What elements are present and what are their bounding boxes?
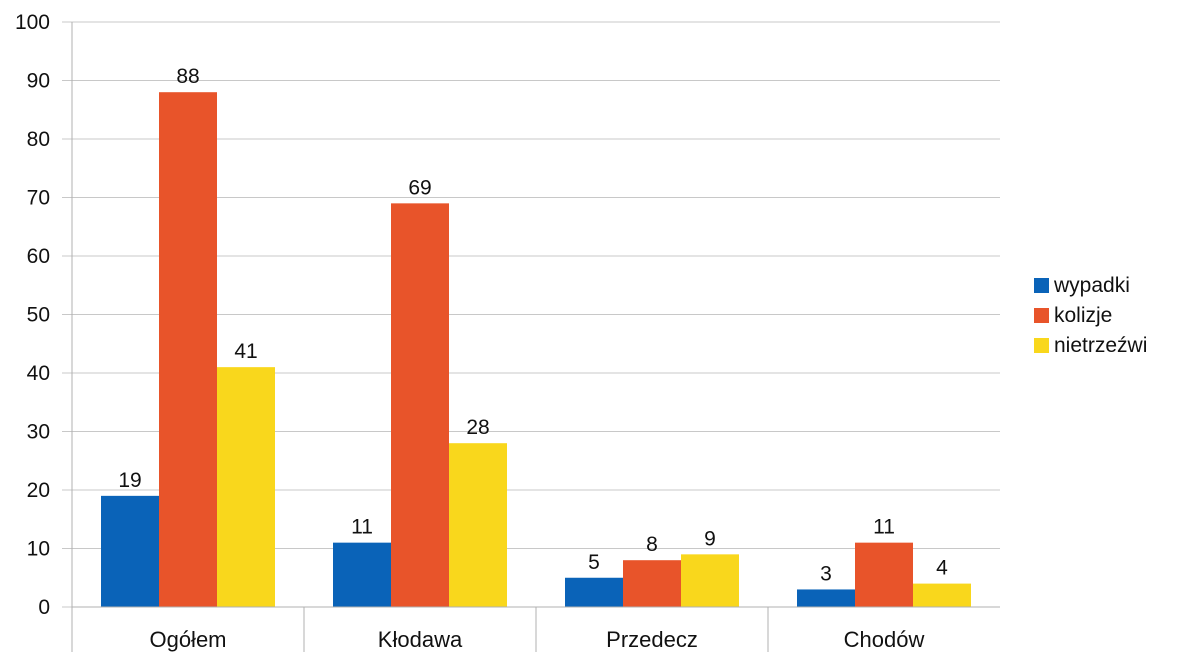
- data-label: 11: [351, 516, 373, 539]
- y-axis-tick-labels: 0 10 20 30 40 50 60 70 80 90 100: [15, 11, 50, 619]
- legend-label: wypadki: [1053, 274, 1130, 297]
- bar-wypadki-Chodów: [797, 589, 855, 607]
- x-category-label: Ogółem: [149, 627, 226, 652]
- y-tick-label: 0: [38, 596, 50, 619]
- data-label: 19: [118, 469, 141, 492]
- y-tick-label: 80: [27, 128, 50, 151]
- bar-nietrzeźwi-Ogółem: [217, 367, 275, 607]
- x-axis: Ogółem Kłodawa Przedecz Chodów: [71, 22, 1000, 652]
- bar-wypadki-Ogółem: [101, 495, 159, 607]
- x-category-label: Przedecz: [606, 627, 698, 652]
- legend-swatch-wypadki: [1034, 278, 1049, 293]
- data-label: 11: [873, 516, 895, 539]
- y-tick-label: 20: [27, 479, 50, 502]
- data-label: 5: [588, 551, 600, 574]
- y-tick-label: 60: [27, 245, 50, 268]
- legend-label: nietrzeźwi: [1054, 334, 1147, 357]
- x-category-label: Kłodawa: [378, 627, 463, 652]
- bar-nietrzeźwi-Przedecz: [681, 554, 739, 607]
- y-tick-label: 70: [27, 187, 50, 210]
- data-label: 3: [820, 562, 832, 585]
- legend-label: kolizje: [1054, 304, 1112, 327]
- legend-swatch-kolizje: [1034, 308, 1049, 323]
- bar-wypadki-Kłodawa: [333, 542, 391, 607]
- data-label: 8: [646, 533, 658, 556]
- bar-kolizje-Chodów: [855, 542, 913, 607]
- y-tick-label: 50: [27, 304, 50, 327]
- data-label: 69: [408, 176, 431, 199]
- data-label: 28: [466, 416, 489, 439]
- legend-swatch-nietrzeźwi: [1034, 338, 1049, 353]
- data-label: 41: [234, 340, 257, 363]
- y-tick-label: 30: [27, 421, 50, 444]
- data-label: 9: [704, 527, 716, 550]
- y-tick-label: 100: [15, 11, 50, 34]
- legend: wypadki kolizje nietrzeźwi: [1034, 274, 1147, 357]
- y-tick-label: 40: [27, 362, 50, 385]
- x-category-label: Chodów: [844, 627, 925, 652]
- data-labels: 19 88 41 11 69 28 5 8 9 3 11 4: [118, 65, 948, 585]
- data-label: 4: [936, 557, 948, 580]
- data-label: 88: [176, 65, 199, 88]
- y-tick-label: 10: [27, 538, 50, 561]
- bar-wypadki-Przedecz: [565, 577, 623, 607]
- bars: [101, 92, 971, 607]
- y-tick-label: 90: [27, 70, 50, 93]
- bar-kolizje-Ogółem: [159, 92, 217, 607]
- bar-kolizje-Kłodawa: [391, 203, 449, 607]
- bar-kolizje-Przedecz: [623, 560, 681, 607]
- bar-nietrzeźwi-Kłodawa: [449, 443, 507, 607]
- bar-nietrzeźwi-Chodów: [913, 583, 971, 607]
